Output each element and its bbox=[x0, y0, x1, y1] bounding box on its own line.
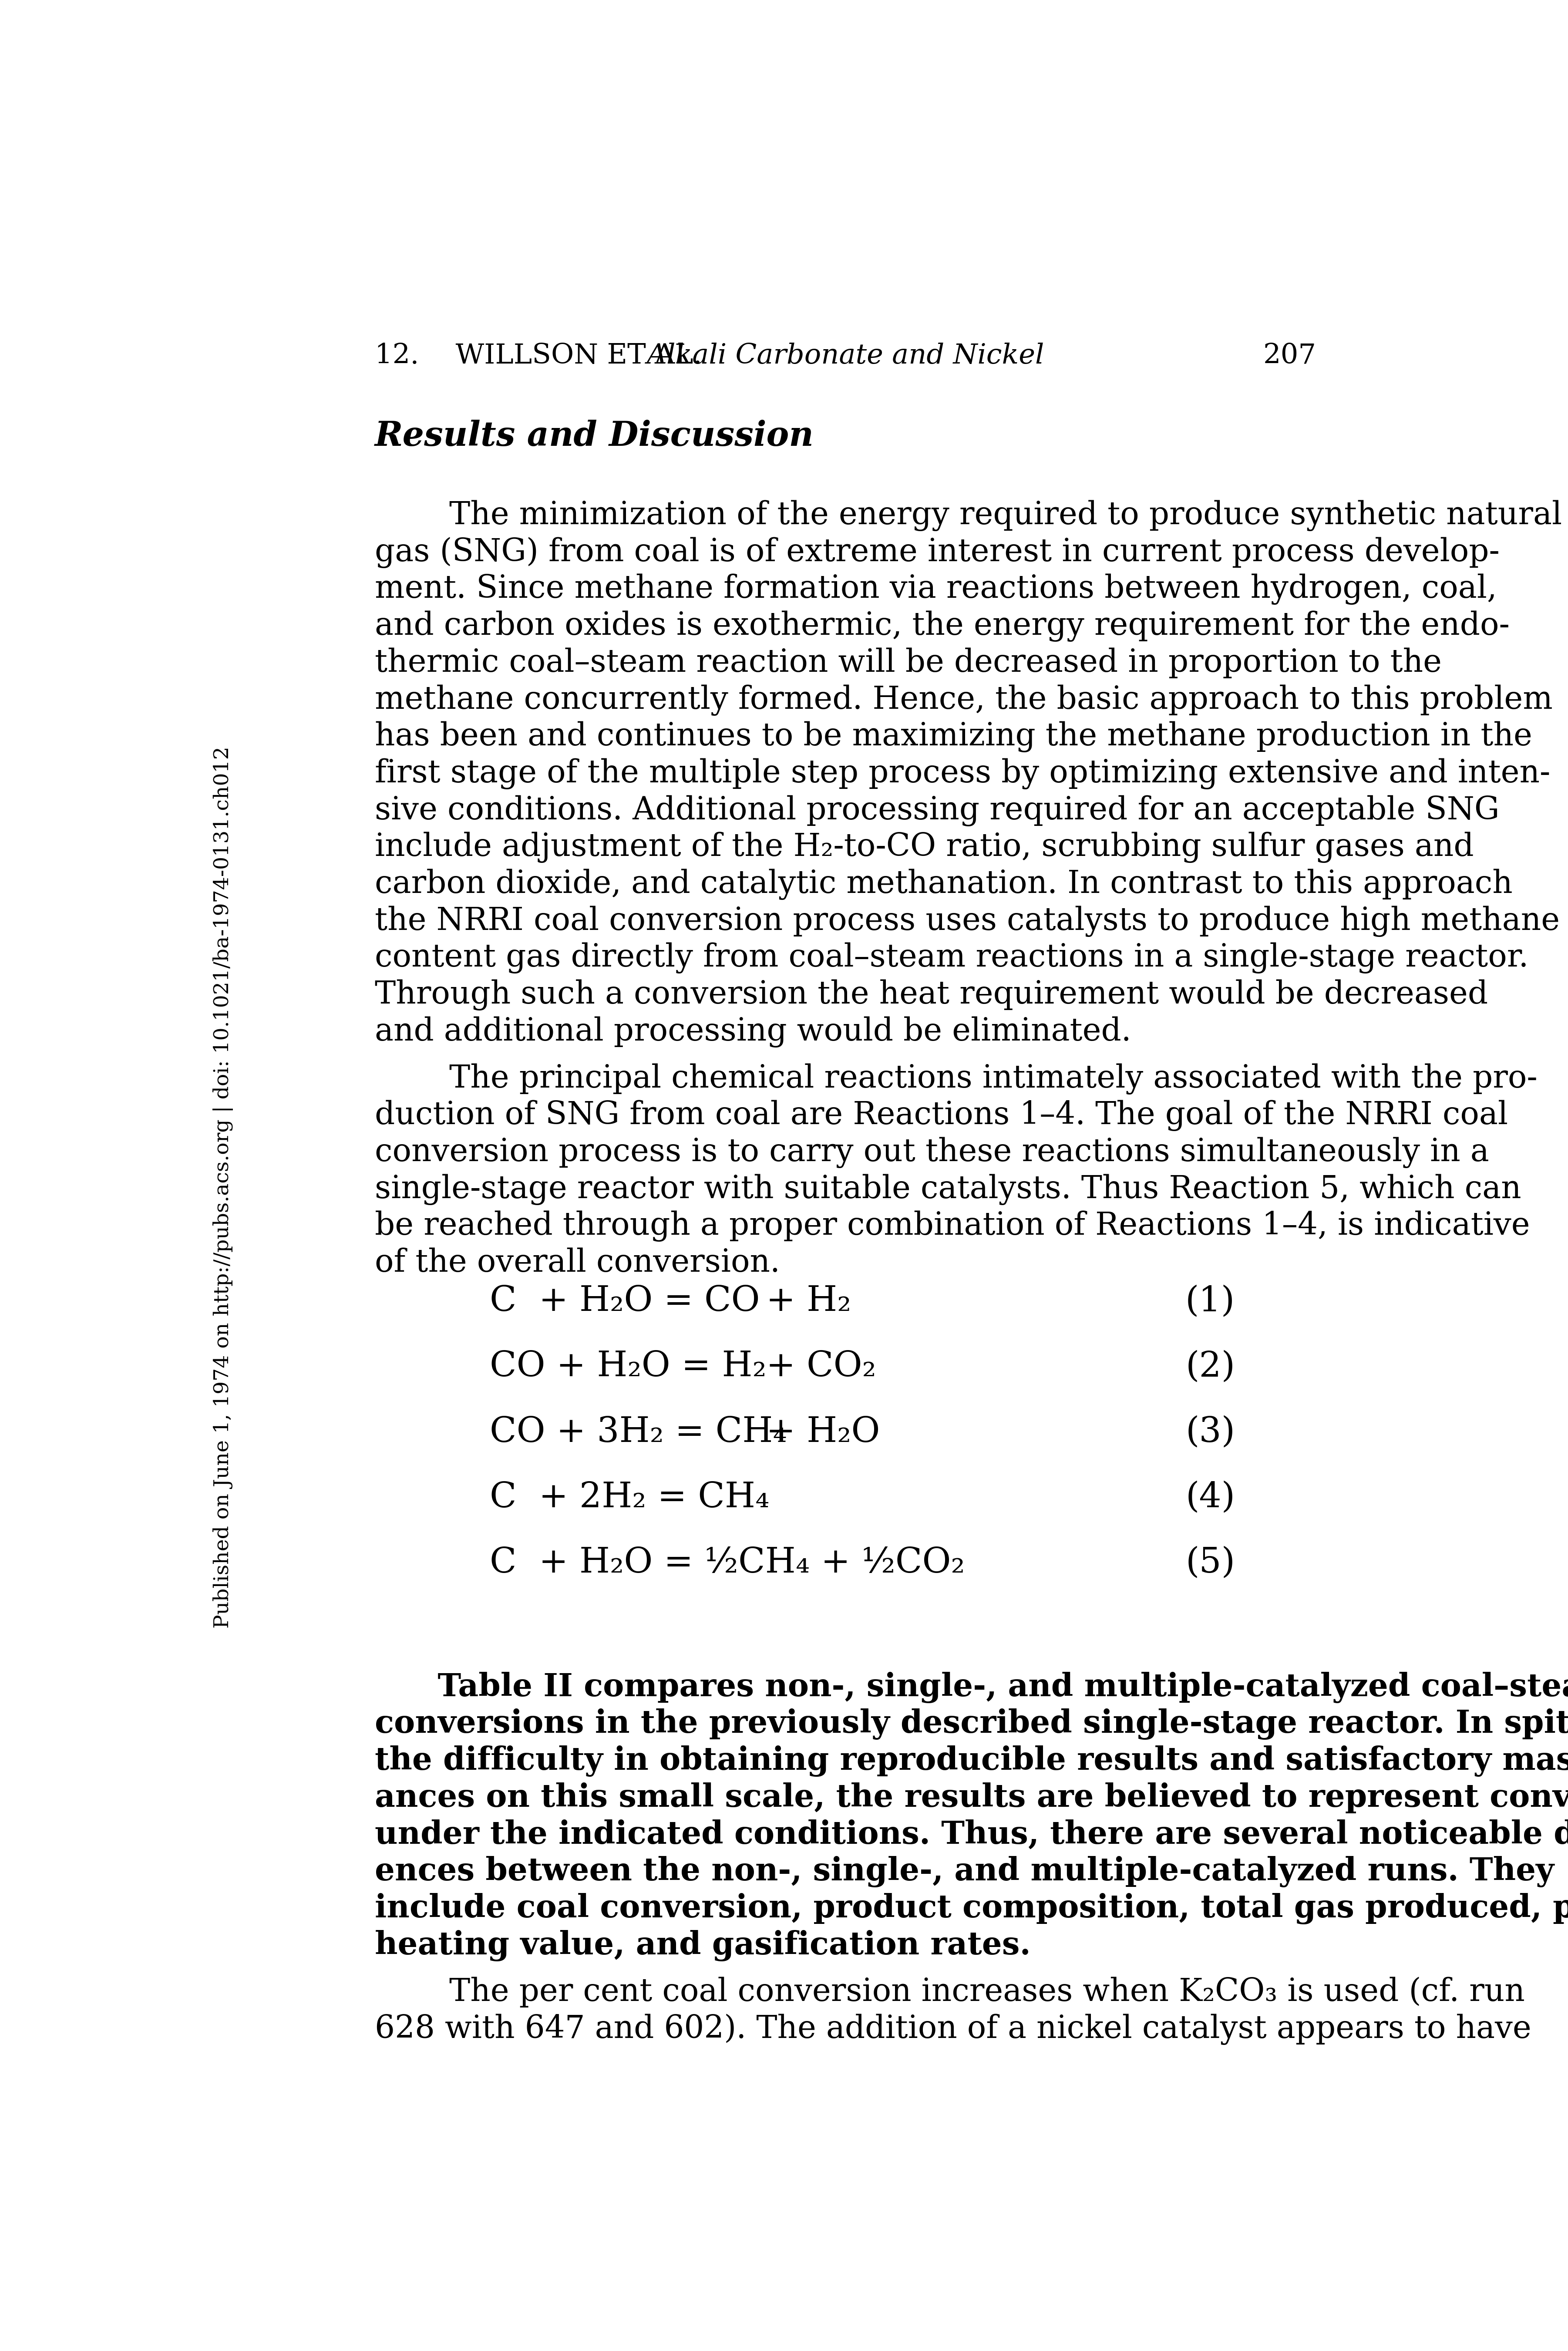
Text: Results and Discussion: Results and Discussion bbox=[375, 418, 814, 454]
Text: CO + 3H₂ = CH₄: CO + 3H₂ = CH₄ bbox=[489, 1415, 787, 1448]
Text: ment. Since methane formation via reactions between hydrogen, coal,: ment. Since methane formation via reacti… bbox=[375, 574, 1497, 604]
Text: CO + H₂O = H₂: CO + H₂O = H₂ bbox=[489, 1349, 767, 1385]
Text: include adjustment of the H₂-to-CO ratio, scrubbing sulfur gases and: include adjustment of the H₂-to-CO ratio… bbox=[375, 832, 1474, 863]
Text: under the indicated conditions. Thus, there are several noticeable differ-: under the indicated conditions. Thus, th… bbox=[375, 1820, 1568, 1850]
Text: 628 with 647 and 602). The addition of a nickel catalyst appears to have: 628 with 647 and 602). The addition of a… bbox=[375, 2012, 1532, 2045]
Text: gas (SNG) from coal is of extreme interest in current process develop-: gas (SNG) from coal is of extreme intere… bbox=[375, 536, 1499, 569]
Text: C  + 2H₂ = CH₄: C + 2H₂ = CH₄ bbox=[489, 1481, 770, 1514]
Text: carbon dioxide, and catalytic methanation. In contrast to this approach: carbon dioxide, and catalytic methanatio… bbox=[375, 870, 1513, 900]
Text: and carbon oxides is exothermic, the energy requirement for the endo-: and carbon oxides is exothermic, the ene… bbox=[375, 611, 1510, 642]
Text: + H₂: + H₂ bbox=[767, 1284, 851, 1319]
Text: thermic coal–steam reaction will be decreased in proportion to the: thermic coal–steam reaction will be decr… bbox=[375, 647, 1441, 677]
Text: 207: 207 bbox=[1262, 343, 1316, 369]
Text: and additional processing would be eliminated.: and additional processing would be elimi… bbox=[375, 1016, 1131, 1049]
Text: The principal chemical reactions intimately associated with the pro-: The principal chemical reactions intimat… bbox=[448, 1063, 1537, 1093]
Text: The minimization of the energy required to produce synthetic natural: The minimization of the energy required … bbox=[448, 501, 1562, 531]
Text: C  + H₂O = ½CH₄ + ½CO₂: C + H₂O = ½CH₄ + ½CO₂ bbox=[489, 1547, 964, 1580]
Text: Alkali Carbonate and Nickel: Alkali Carbonate and Nickel bbox=[646, 343, 1044, 369]
Text: conversions in the previously described single-stage reactor. In spite of: conversions in the previously described … bbox=[375, 1709, 1568, 1740]
Text: duction of SNG from coal are Reactions 1–4. The goal of the NRRI coal: duction of SNG from coal are Reactions 1… bbox=[375, 1100, 1508, 1131]
Text: C  + H₂O = CO: C + H₂O = CO bbox=[489, 1284, 759, 1319]
Text: (5): (5) bbox=[1185, 1547, 1236, 1580]
Text: single-stage reactor with suitable catalysts. Thus Reaction 5, which can: single-stage reactor with suitable catal… bbox=[375, 1173, 1521, 1206]
Text: methane concurrently formed. Hence, the basic approach to this problem: methane concurrently formed. Hence, the … bbox=[375, 684, 1552, 715]
Text: + CO₂: + CO₂ bbox=[767, 1349, 877, 1385]
Text: Through such a conversion the heat requirement would be decreased: Through such a conversion the heat requi… bbox=[375, 980, 1488, 1011]
Text: heating value, and gasification rates.: heating value, and gasification rates. bbox=[375, 1930, 1030, 1961]
Text: of the overall conversion.: of the overall conversion. bbox=[375, 1248, 779, 1279]
Text: Published on June 1, 1974 on http://pubs.acs.org | doi: 10.1021/ba-1974-0131.ch0: Published on June 1, 1974 on http://pubs… bbox=[213, 745, 234, 1629]
Text: The per cent coal conversion increases when K₂CO₃ is used (cf. run: The per cent coal conversion increases w… bbox=[448, 1977, 1524, 2008]
Text: conversion process is to carry out these reactions simultaneously in a: conversion process is to carry out these… bbox=[375, 1138, 1490, 1168]
Text: has been and continues to be maximizing the methane production in the: has been and continues to be maximizing … bbox=[375, 722, 1532, 752]
Text: (3): (3) bbox=[1185, 1415, 1236, 1448]
Text: the NRRI coal conversion process uses catalysts to produce high methane: the NRRI coal conversion process uses ca… bbox=[375, 905, 1560, 936]
Text: ences between the non-, single-, and multiple-catalyzed runs. They: ences between the non-, single-, and mul… bbox=[375, 1855, 1554, 1888]
Text: be reached through a proper combination of Reactions 1–4, is indicative: be reached through a proper combination … bbox=[375, 1211, 1530, 1241]
Text: (2): (2) bbox=[1185, 1349, 1236, 1385]
Text: sive conditions. Additional processing required for an acceptable SNG: sive conditions. Additional processing r… bbox=[375, 795, 1499, 825]
Text: (4): (4) bbox=[1185, 1481, 1236, 1514]
Text: 12.  WILLSON ET AL.: 12. WILLSON ET AL. bbox=[375, 343, 702, 369]
Text: first stage of the multiple step process by optimizing extensive and inten-: first stage of the multiple step process… bbox=[375, 757, 1551, 790]
Text: content gas directly from coal–steam reactions in a single-stage reactor.: content gas directly from coal–steam rea… bbox=[375, 943, 1529, 973]
Text: include coal conversion, product composition, total gas produced, product: include coal conversion, product composi… bbox=[375, 1893, 1568, 1923]
Text: Table II compares non-, single-, and multiple-catalyzed coal–steam: Table II compares non-, single-, and mul… bbox=[375, 1672, 1568, 1702]
Text: + H₂O: + H₂O bbox=[767, 1415, 880, 1448]
Text: (1): (1) bbox=[1185, 1284, 1236, 1319]
Text: the difficulty in obtaining reproducible results and satisfactory mass bal-: the difficulty in obtaining reproducible… bbox=[375, 1744, 1568, 1777]
Text: ances on this small scale, the results are believed to represent conversions: ances on this small scale, the results a… bbox=[375, 1782, 1568, 1813]
